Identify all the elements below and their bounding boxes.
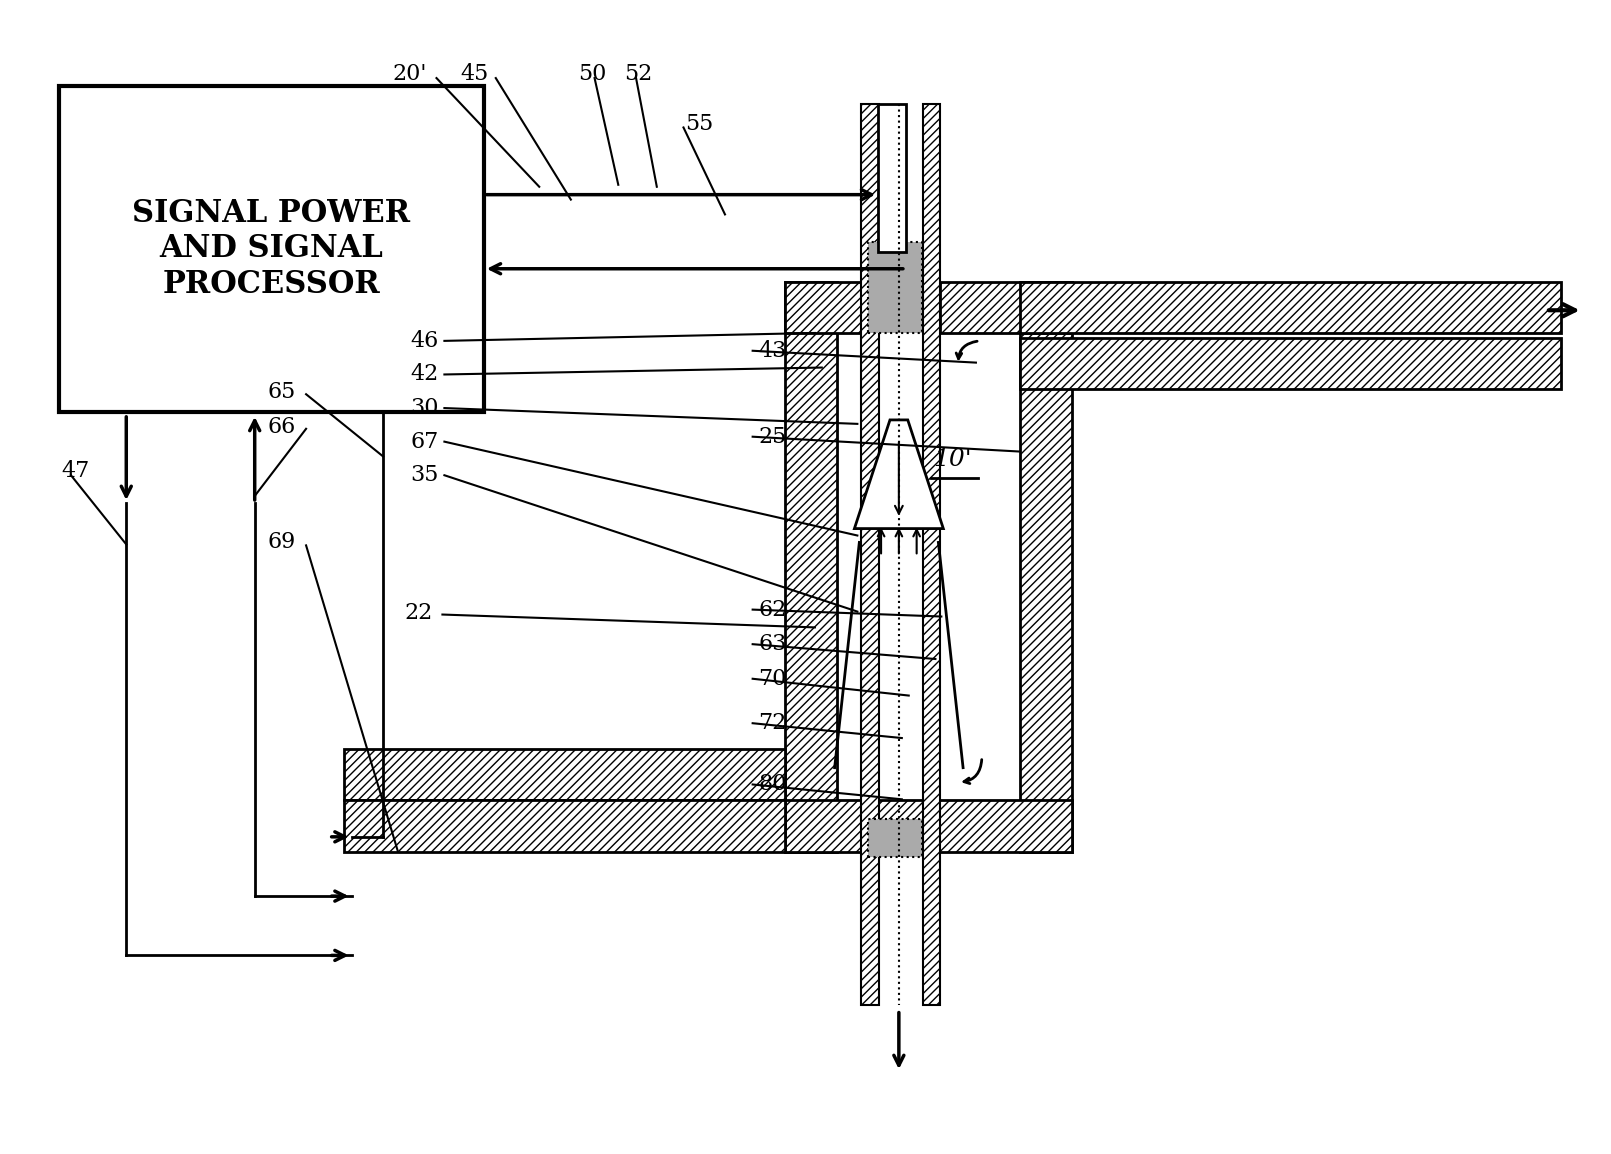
Text: 35: 35 [411, 464, 438, 486]
Bar [1020, 282, 1561, 334]
Text: 80: 80 [759, 773, 788, 795]
Text: 25: 25 [759, 426, 786, 448]
Text: 72: 72 [759, 712, 786, 734]
Text: 45: 45 [461, 63, 488, 85]
Text: 22: 22 [404, 601, 432, 623]
Bar [1020, 282, 1071, 852]
Text: 66: 66 [267, 415, 296, 437]
Text: 70: 70 [759, 668, 786, 690]
Text: 62: 62 [759, 599, 786, 621]
Bar [868, 242, 921, 334]
Text: 50: 50 [578, 63, 607, 85]
Bar [60, 87, 483, 412]
Bar [862, 104, 880, 1005]
Text: 63: 63 [759, 634, 786, 655]
Bar [785, 282, 836, 852]
Text: 52: 52 [623, 63, 652, 85]
Polygon shape [854, 420, 944, 529]
Bar [343, 800, 785, 852]
Bar [878, 104, 905, 252]
Bar [868, 819, 921, 856]
Bar [343, 749, 785, 800]
Bar [923, 104, 941, 1005]
Text: 69: 69 [267, 532, 296, 554]
Text: 65: 65 [267, 381, 296, 403]
Text: 47: 47 [61, 460, 89, 482]
Text: 42: 42 [411, 364, 438, 385]
Text: 43: 43 [759, 339, 786, 361]
Text: 10': 10' [933, 448, 971, 471]
Bar [785, 800, 1071, 852]
Text: 67: 67 [411, 430, 438, 452]
Text: 30: 30 [409, 397, 438, 419]
Text: 55: 55 [685, 113, 714, 135]
Bar [785, 282, 862, 334]
Bar [941, 282, 1071, 334]
Text: 46: 46 [411, 330, 438, 352]
Text: SIGNAL POWER
AND SIGNAL
PROCESSOR: SIGNAL POWER AND SIGNAL PROCESSOR [132, 197, 411, 300]
Text: 20': 20' [391, 63, 427, 85]
Bar [1020, 338, 1561, 389]
